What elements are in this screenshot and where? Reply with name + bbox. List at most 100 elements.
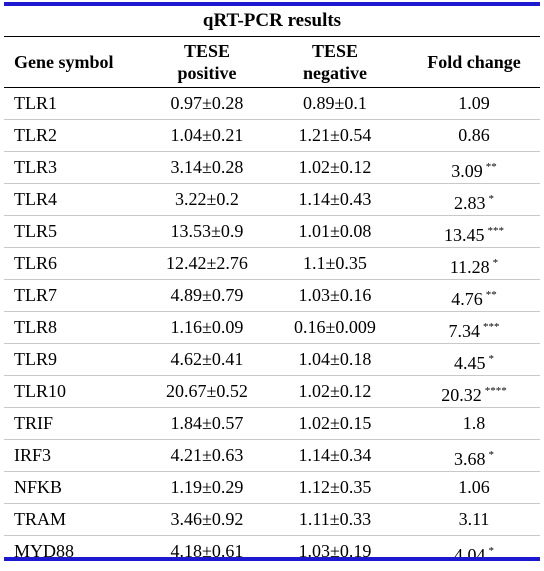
fold-change-value: 20.32 (441, 385, 482, 405)
cell-fold-change: 1.09 (414, 88, 534, 119)
cell-tese-negative: 1.1±0.35 (303, 253, 367, 273)
cell-fold-change: 4.04 * (414, 536, 534, 567)
header-tese-positive: TESE positive (152, 37, 262, 87)
cell-tese-positive: 0.97±0.28 (170, 93, 244, 113)
cell-tese-negative: 1.03±0.19 (298, 541, 372, 561)
cell-fold-change: 13.45 *** (414, 216, 534, 247)
table-row: TLR10 20.67±0.52 1.02±0.12 20.32 **** (4, 376, 540, 408)
table-row: TLR1 0.97±0.28 0.89±0.1 1.09 (4, 88, 540, 120)
significance-marker: * (492, 257, 499, 269)
table-row: TLR5 13.53±0.9 1.01±0.08 13.45 *** (4, 216, 540, 248)
table-row: TLR9 4.62±0.41 1.04±0.18 4.45 * (4, 344, 540, 376)
cell-fold-change: 11.28 * (414, 248, 534, 279)
fold-change-value: 2.83 (454, 193, 486, 213)
cell-gene-symbol: NFKB (14, 477, 63, 497)
significance-marker: * (488, 545, 495, 557)
cell-tese-negative: 1.03±0.16 (298, 285, 372, 305)
table-title: qRT-PCR results (202, 10, 342, 31)
cell-fold-change: 1.8 (414, 408, 534, 439)
fold-change-value: 1.8 (462, 413, 486, 433)
cell-tese-negative: 1.14±0.34 (298, 445, 372, 465)
table-body: TLR1 0.97±0.28 0.89±0.1 1.09 TLR2 1.04±0.21 1.… (4, 88, 540, 567)
fold-change-value: 4.45 (454, 353, 486, 373)
cell-tese-negative: 1.12±0.35 (298, 477, 372, 497)
cell-tese-negative: 1.11±0.33 (298, 509, 372, 529)
cell-gene-symbol: TLR4 (14, 189, 57, 209)
cell-gene-symbol: TLR7 (14, 285, 57, 305)
cell-gene-symbol: TLR2 (14, 125, 57, 145)
significance-marker: *** (483, 321, 500, 333)
top-border (4, 2, 540, 6)
cell-tese-positive: 20.67±0.52 (166, 381, 248, 401)
fold-change-value: 0.86 (458, 125, 490, 145)
significance-marker: **** (484, 385, 507, 397)
header-tese-positive-line1: TESE (183, 41, 230, 61)
cell-tese-positive: 3.46±0.92 (170, 509, 244, 529)
header-fold-change: Fold change (427, 52, 521, 72)
table-row: TLR8 1.16±0.09 0.16±0.009 7.34 *** (4, 312, 540, 344)
cell-gene-symbol: TRIF (14, 413, 54, 433)
significance-marker: *** (487, 225, 505, 237)
cell-fold-change: 7.34 *** (414, 312, 534, 343)
cell-gene-symbol: IRF3 (14, 445, 52, 465)
cell-tese-positive: 12.42±2.76 (166, 253, 248, 273)
table-row: TRIF 1.84±0.57 1.02±0.15 1.8 (4, 408, 540, 440)
table-row: IRF3 4.21±0.63 1.14±0.34 3.68 * (4, 440, 540, 472)
cell-fold-change: 1.06 (414, 472, 534, 503)
cell-fold-change: 20.32 **** (414, 376, 534, 407)
fold-change-value: 4.76 (451, 289, 483, 309)
significance-marker: * (488, 193, 495, 205)
fold-change-value: 3.09 (451, 161, 483, 181)
cell-tese-negative: 0.16±0.009 (294, 317, 376, 337)
cell-fold-change: 4.45 * (414, 344, 534, 375)
header-tese-negative: TESE negative (280, 37, 390, 87)
cell-fold-change: 3.11 (414, 504, 534, 535)
cell-tese-negative: 1.02±0.15 (298, 413, 372, 433)
table-row: TRAM 3.46±0.92 1.11±0.33 3.11 (4, 504, 540, 536)
cell-gene-symbol: TLR1 (14, 93, 57, 113)
cell-gene-symbol: TLR8 (14, 317, 57, 337)
cell-tese-negative: 1.14±0.43 (298, 189, 372, 209)
fold-change-value: 3.68 (454, 449, 486, 469)
fold-change-value: 1.06 (458, 477, 490, 497)
cell-tese-positive: 3.22±0.2 (175, 189, 239, 209)
cell-fold-change: 3.68 * (414, 440, 534, 471)
header-tese-positive-line2: positive (177, 63, 237, 83)
table-row: TLR4 3.22±0.2 1.14±0.43 2.83 * (4, 184, 540, 216)
cell-fold-change: 3.09 ** (414, 152, 534, 183)
header-divider (4, 87, 540, 88)
cell-tese-positive: 4.18±0.61 (170, 541, 244, 561)
cell-tese-positive: 1.84±0.57 (170, 413, 244, 433)
cell-tese-positive: 4.89±0.79 (170, 285, 244, 305)
cell-tese-negative: 1.02±0.12 (298, 381, 372, 401)
significance-marker: * (488, 353, 495, 365)
cell-tese-positive: 4.62±0.41 (170, 349, 244, 369)
table-row: TLR2 1.04±0.21 1.21±0.54 0.86 (4, 120, 540, 152)
header-tese-negative-line1: TESE (311, 41, 358, 61)
cell-tese-negative: 1.21±0.54 (298, 125, 372, 145)
fold-change-value: 13.45 (444, 225, 485, 245)
header-gene-symbol: Gene symbol (14, 52, 114, 72)
cell-fold-change: 4.76 ** (414, 280, 534, 311)
significance-marker: * (488, 449, 495, 461)
bottom-border (4, 557, 540, 561)
table-row: MYD88 4.18±0.61 1.03±0.19 4.04 * (4, 536, 540, 567)
cell-fold-change: 2.83 * (414, 184, 534, 215)
cell-tese-positive: 1.19±0.29 (170, 477, 244, 497)
cell-gene-symbol: TRAM (14, 509, 67, 529)
significance-marker: ** (485, 161, 497, 173)
cell-tese-positive: 1.16±0.09 (170, 317, 244, 337)
cell-gene-symbol: TLR5 (14, 221, 57, 241)
cell-gene-symbol: TLR10 (14, 381, 66, 401)
cell-tese-positive: 3.14±0.28 (170, 157, 244, 177)
fold-change-value: 11.28 (449, 257, 490, 277)
cell-gene-symbol: MYD88 (14, 541, 75, 561)
title-divider (4, 36, 540, 37)
header-row: Gene symbol TESE positive TESE negative Fo… (4, 37, 540, 87)
cell-fold-change: 0.86 (414, 120, 534, 151)
cell-gene-symbol: TLR3 (14, 157, 57, 177)
fold-change-value: 1.09 (458, 93, 490, 113)
cell-tese-negative: 1.01±0.08 (298, 221, 372, 241)
fold-change-value: 4.04 (454, 545, 486, 565)
cell-tese-negative: 1.02±0.12 (298, 157, 372, 177)
